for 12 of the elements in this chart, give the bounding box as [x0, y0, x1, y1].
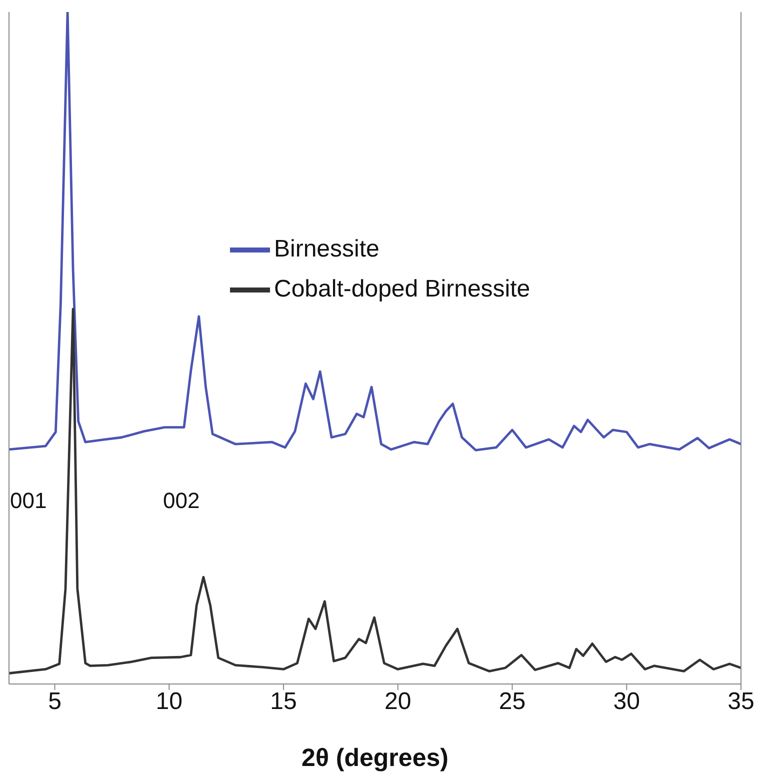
x-tick-label: 10 — [156, 688, 182, 716]
x-tick-label: 15 — [270, 688, 297, 716]
legend-label: Cobalt-doped Birnessite — [274, 275, 530, 302]
legend-label: Birnessite — [274, 235, 380, 262]
annotation: 001 — [10, 488, 47, 514]
x-tick-label: 5 — [48, 688, 62, 716]
x-tick-label: 35 — [728, 688, 754, 716]
x-axis-title: 2θ (degrees) — [302, 744, 448, 772]
x-tick-label: 25 — [498, 688, 526, 716]
annotation: 002 — [163, 488, 200, 514]
x-tick-label: 30 — [613, 688, 640, 716]
x-tick-label: 20 — [384, 688, 412, 716]
